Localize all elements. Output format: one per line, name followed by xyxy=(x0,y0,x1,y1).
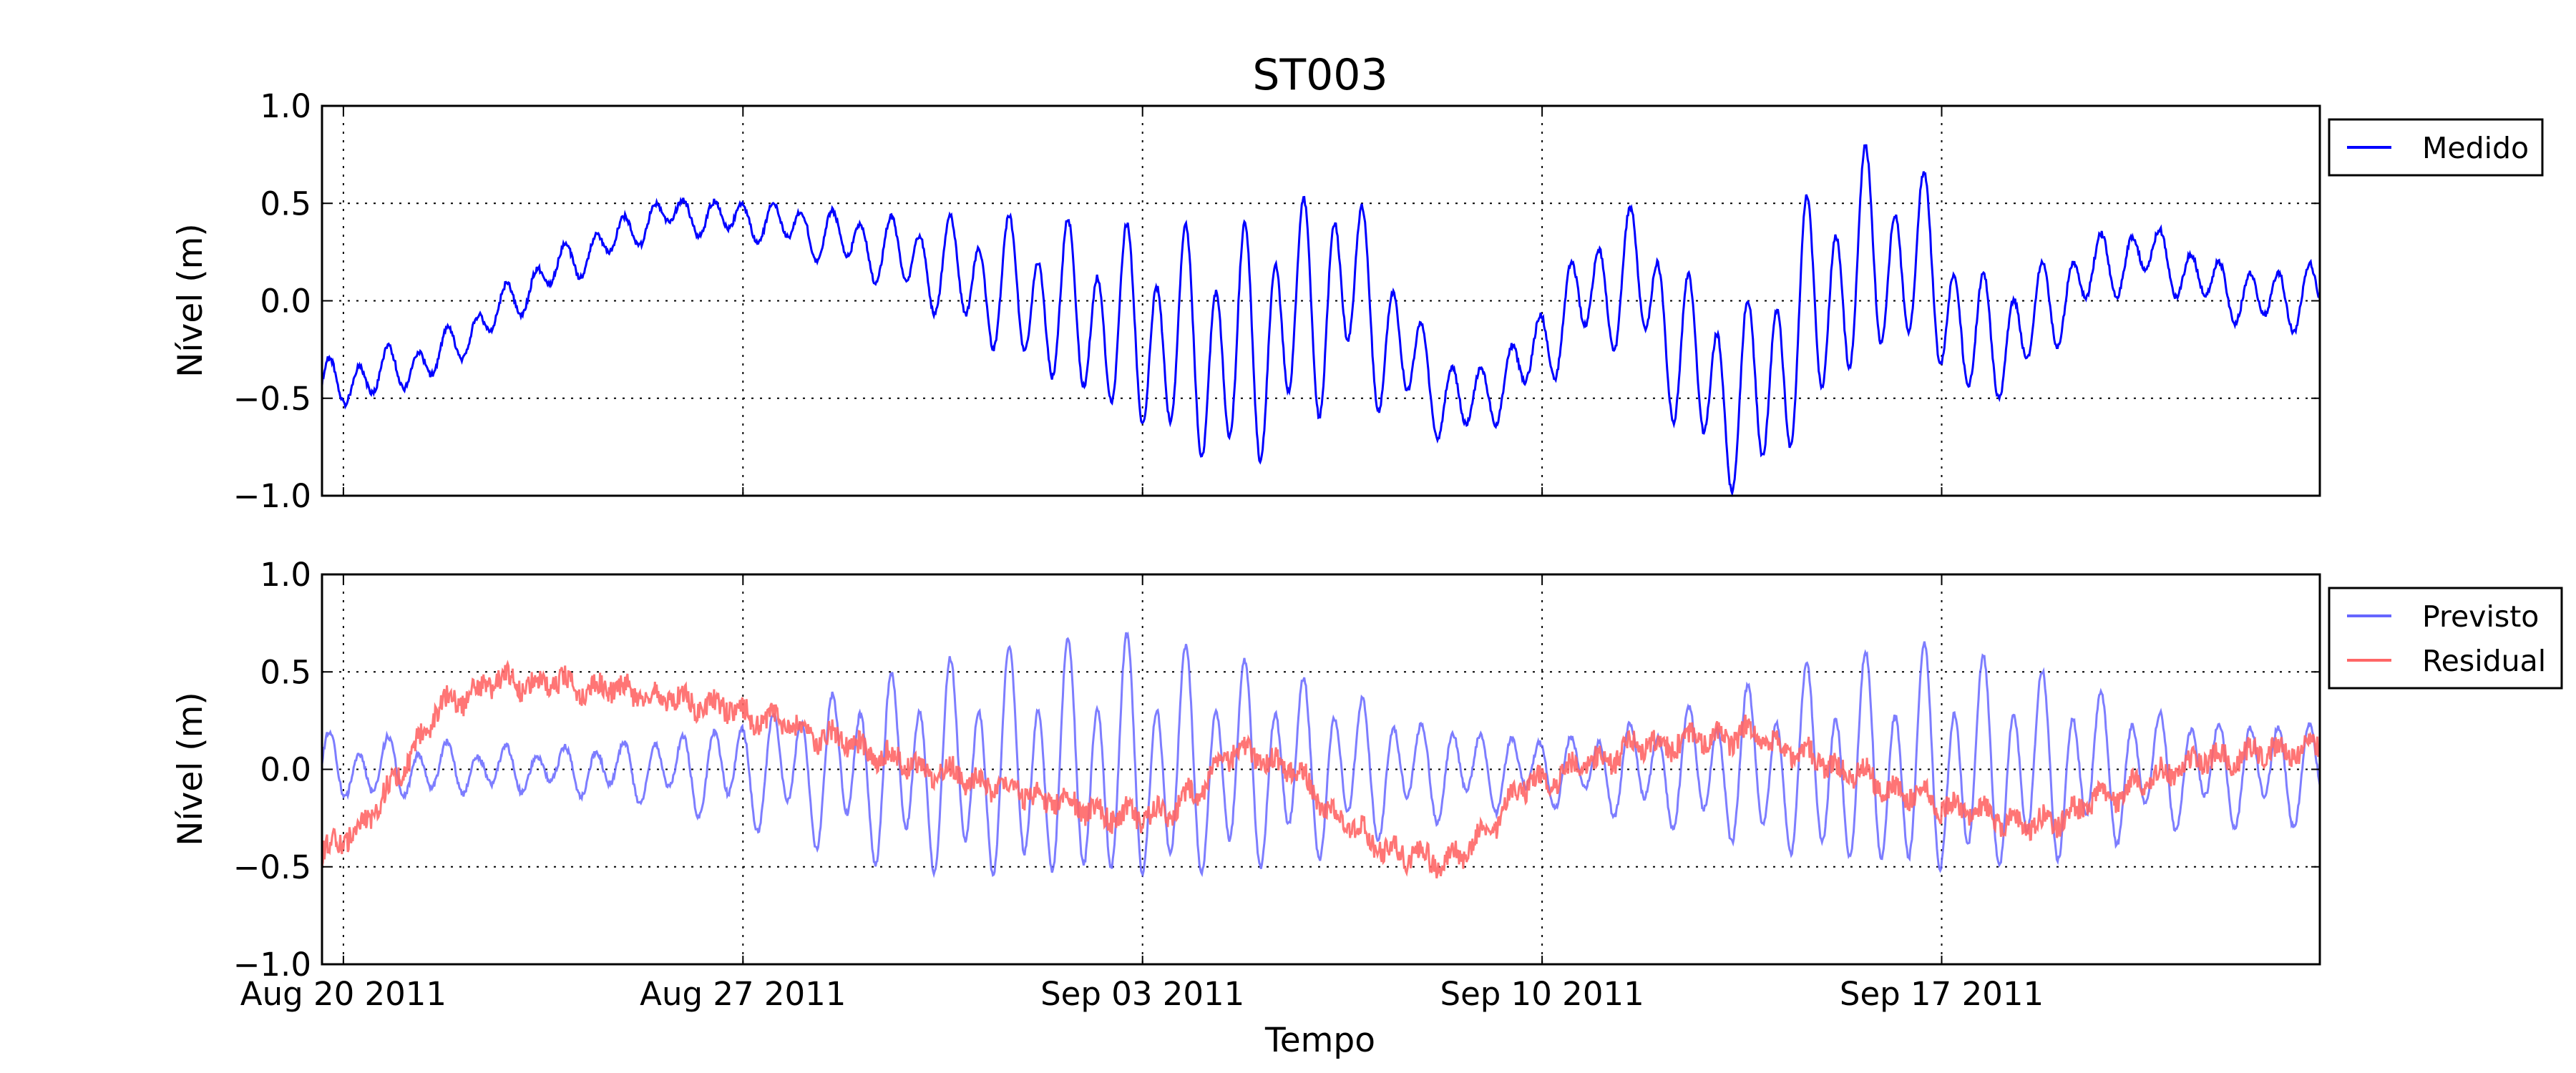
x-axis-label: Tempo xyxy=(1264,1021,1375,1060)
bottom-panel-y-label: Nível (m) xyxy=(171,692,210,846)
y-tick-label: 0.5 xyxy=(260,185,311,222)
bottom-panel-y-ticks: −1.0 −0.5 0.0 0.5 1.0 xyxy=(233,556,2320,984)
legend-label-medido: Medido xyxy=(2422,131,2529,165)
y-tick-label: −1.0 xyxy=(233,477,311,515)
y-tick-label: 1.0 xyxy=(260,556,311,594)
y-tick-label: 1.0 xyxy=(260,87,311,125)
x-tick-label: Sep 03 2011 xyxy=(1040,975,1244,1013)
x-tick-label: Aug 27 2011 xyxy=(640,975,846,1013)
top-legend: Medido xyxy=(2328,118,2544,177)
x-tick-label: Sep 10 2011 xyxy=(1440,975,1644,1013)
top-panel-y-ticks: −1.0 −0.5 0.0 0.5 1.0 xyxy=(233,87,2320,515)
bottom-panel: −1.0 −0.5 0.0 0.5 1.0 Aug 20 2011 Aug 27 2011… xyxy=(171,556,2563,1060)
top-panel-series xyxy=(321,144,2321,498)
x-ticks: Aug 20 2011 Aug 27 2011 Sep 03 2011 Sep 10 … xyxy=(240,975,2044,1013)
y-tick-label: −1.0 xyxy=(233,946,311,984)
top-panel-y-label: Nível (m) xyxy=(171,223,210,377)
legend-label-previsto: Previsto xyxy=(2422,599,2539,634)
top-panel: −1.0 −0.5 0.0 0.5 1.0 Nível (m) Medido xyxy=(171,87,2544,515)
y-tick-label: −0.5 xyxy=(233,848,311,886)
x-tick-label: Sep 17 2011 xyxy=(1840,975,2044,1013)
series-line-medido xyxy=(321,144,2321,498)
y-tick-label: −0.5 xyxy=(233,380,311,418)
legend-label-residual: Residual xyxy=(2422,644,2546,678)
series-line-previsto xyxy=(321,631,2321,878)
y-tick-label: 0.5 xyxy=(260,653,311,691)
bottom-panel-series xyxy=(321,631,2321,879)
y-tick-label: 0.0 xyxy=(260,283,311,320)
chart-title: ST003 xyxy=(1252,50,1387,100)
y-tick-label: 0.0 xyxy=(260,751,311,789)
bottom-legend-box xyxy=(2328,587,2563,690)
bottom-legend: Previsto Residual xyxy=(2328,587,2563,690)
series-line-residual xyxy=(321,660,2321,879)
x-tick-label: Aug 20 2011 xyxy=(240,975,447,1013)
